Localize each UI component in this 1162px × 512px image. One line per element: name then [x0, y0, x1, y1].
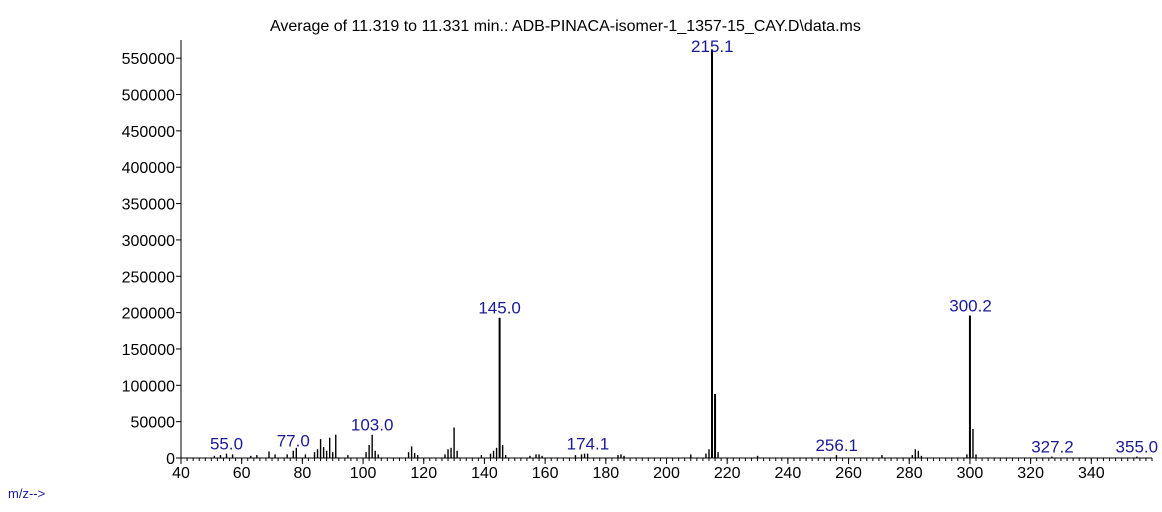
x-tick-label: 160 [532, 465, 559, 482]
x-tick-label: 120 [410, 465, 437, 482]
x-axis: 40 60 80 100 120 140 160 180 200 220 240 260 280 300 3… [172, 457, 1153, 482]
peak-label: 145.0 [478, 299, 521, 318]
y-tick-label: 200000 [122, 306, 175, 323]
y-tick-label: 450000 [122, 124, 175, 141]
x-tick-label: 280 [896, 465, 923, 482]
y-tick-label: 100000 [122, 378, 175, 395]
y-tick-label: 0 [166, 451, 175, 468]
x-tick-label: 40 [172, 465, 190, 482]
x-tick-label: 140 [471, 465, 498, 482]
peak-label: 256.1 [815, 436, 858, 455]
chart-title: Average of 11.319 to 11.331 min.: ADB-PI… [270, 18, 861, 35]
x-tick-label: 300 [957, 465, 984, 482]
y-tick-label: 300000 [122, 233, 175, 250]
x-tick-label: 100 [350, 465, 377, 482]
peak-label: 77.0 [277, 432, 310, 451]
peak-label: 300.2 [949, 297, 992, 316]
x-tick-label: 240 [775, 465, 802, 482]
peak-label: 215.1 [691, 37, 734, 56]
x-tick-label: 340 [1078, 465, 1105, 482]
peak-label: 55.0 [210, 435, 243, 454]
y-tick-label: 550000 [122, 51, 175, 68]
peak-label: 103.0 [351, 416, 394, 435]
peak-label: 327.2 [1031, 438, 1074, 457]
y-axis: 0 50000 100000 150000 200000 250000 300000 3500… [122, 40, 182, 468]
y-tick-label: 350000 [122, 197, 175, 214]
x-tick-label: 220 [714, 465, 741, 482]
y-tick-label: 150000 [122, 342, 175, 359]
peak-bars [213, 49, 1138, 458]
y-tick-label: 400000 [122, 160, 175, 177]
x-axis-label: m/z--> [8, 486, 46, 501]
peak-labels: 55.0 77.0 103.0 145.0 174.1 215.1 256.1 300.2 32… [210, 37, 1158, 457]
peak-label: 355.0 [1116, 438, 1159, 457]
y-tick-label: 250000 [122, 269, 175, 286]
y-tick-label: 50000 [131, 415, 176, 432]
x-tick-label: 180 [592, 465, 619, 482]
x-tick-label: 200 [653, 465, 680, 482]
peak-label: 174.1 [567, 435, 610, 454]
y-tick-label: 500000 [122, 88, 175, 105]
x-tick-label: 260 [835, 465, 862, 482]
x-tick-label: 320 [1017, 465, 1044, 482]
x-tick-label: 60 [233, 465, 251, 482]
x-tick-label: 80 [293, 465, 311, 482]
